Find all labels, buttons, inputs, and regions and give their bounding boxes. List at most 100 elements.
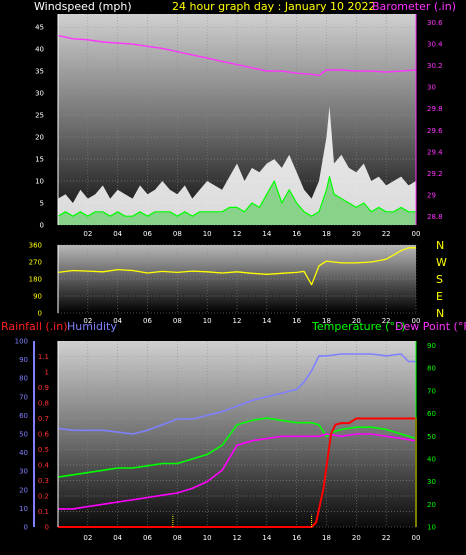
x-tick-label: 06 bbox=[143, 534, 152, 542]
rain-tick-label: 0.2 bbox=[38, 493, 49, 501]
temperature-tick-label: 80 bbox=[427, 365, 436, 373]
direction-tick-label: 360 bbox=[29, 242, 42, 250]
x-tick-label: 06 bbox=[143, 230, 152, 238]
humidity-tick-label: 100 bbox=[15, 338, 28, 346]
barometer-tick-label: 30.2 bbox=[427, 62, 443, 70]
x-tick-label: 16 bbox=[292, 317, 301, 325]
direction-line bbox=[57, 247, 416, 286]
direction-tick-label: 270 bbox=[29, 259, 42, 267]
wind-tick-label: 0 bbox=[40, 222, 44, 230]
humidity-tick-label: 20 bbox=[19, 486, 28, 494]
wind-tick-label: 35 bbox=[35, 68, 44, 76]
rain-tick-label: 1 bbox=[45, 369, 49, 377]
x-tick-label: 12 bbox=[233, 534, 242, 542]
humidity-line bbox=[57, 353, 416, 435]
wind-average-area bbox=[58, 176, 416, 225]
dewpoint-line bbox=[58, 433, 417, 510]
wind-tick-label: 20 bbox=[35, 134, 44, 142]
humidity-tick-label: 80 bbox=[19, 375, 28, 383]
rainfall-line bbox=[58, 417, 417, 528]
direction-tick-label: 90 bbox=[33, 293, 42, 301]
rain-tick-label: 0.7 bbox=[38, 415, 49, 423]
x-tick-label: 02 bbox=[83, 317, 92, 325]
rain-tick-label: 0.3 bbox=[38, 477, 49, 485]
rain-tick-label: 0.5 bbox=[38, 446, 49, 454]
x-tick-label: 00 bbox=[412, 230, 421, 238]
x-tick-label: 08 bbox=[173, 317, 182, 325]
compass-label: N bbox=[436, 307, 444, 320]
x-tick-label: 16 bbox=[292, 534, 301, 542]
direction-tick-label: 0 bbox=[38, 310, 42, 318]
wind-tick-label: 5 bbox=[40, 200, 44, 208]
barometer-tick-label: 30.6 bbox=[427, 19, 443, 27]
x-tick-label: 02 bbox=[83, 534, 92, 542]
x-tick-label: 14 bbox=[262, 534, 271, 542]
barometer-tick-label: 29 bbox=[427, 191, 436, 199]
temperature-tick-label: 40 bbox=[427, 455, 436, 463]
wind-average-line bbox=[57, 176, 416, 217]
temperature-tick-label: 60 bbox=[427, 410, 436, 418]
x-tick-label: 18 bbox=[322, 230, 331, 238]
rain-axis-title: Rainfall (.in) bbox=[1, 320, 68, 333]
humidity-tick-label: 0 bbox=[24, 524, 28, 532]
x-tick-label: 04 bbox=[113, 317, 122, 325]
humidity-tick-label: 50 bbox=[19, 431, 28, 439]
barometer-axis-title: Barometer (.in) bbox=[372, 0, 456, 13]
barometer-tick-label: 28.8 bbox=[427, 213, 443, 221]
x-tick-label: 06 bbox=[143, 317, 152, 325]
x-tick-label: 14 bbox=[262, 230, 271, 238]
rain-tick-label: 1.1 bbox=[38, 353, 49, 361]
wind-tick-label: 30 bbox=[35, 90, 44, 98]
x-tick-label: 14 bbox=[262, 317, 271, 325]
x-tick-label: 22 bbox=[382, 534, 391, 542]
x-tick-label: 08 bbox=[173, 534, 182, 542]
temperature-tick-label: 10 bbox=[427, 524, 436, 532]
wind-tick-label: 40 bbox=[35, 46, 44, 54]
humidity-tick-label: 90 bbox=[19, 356, 28, 364]
humidity-tick-label: 60 bbox=[19, 412, 28, 420]
barometer-tick-label: 29.8 bbox=[427, 105, 443, 113]
humidity-tick-label: 40 bbox=[19, 449, 28, 457]
x-tick-label: 20 bbox=[352, 317, 361, 325]
x-tick-label: 16 bbox=[292, 230, 301, 238]
x-tick-label: 22 bbox=[382, 317, 391, 325]
wind-tick-label: 10 bbox=[35, 178, 44, 186]
barometer-tick-label: 30.4 bbox=[427, 41, 443, 49]
temperature-axis-title: Temperature (°F) bbox=[311, 320, 406, 333]
x-tick-label: 04 bbox=[113, 534, 122, 542]
humidity-tick-label: 70 bbox=[19, 393, 28, 401]
x-tick-label: 18 bbox=[322, 317, 331, 325]
wind-tick-label: 45 bbox=[35, 24, 44, 32]
wind-tick-label: 25 bbox=[35, 112, 44, 120]
humidity-axis-title: Humidity bbox=[67, 320, 117, 333]
x-tick-label: 10 bbox=[203, 230, 212, 238]
direction-tick-label: 180 bbox=[29, 276, 42, 284]
x-tick-label: 12 bbox=[233, 230, 242, 238]
barometer-line bbox=[57, 34, 417, 77]
rain-tick-label: 0.6 bbox=[38, 431, 50, 439]
x-tick-label: 22 bbox=[382, 230, 391, 238]
wind-axis-title: Windspeed (mph) bbox=[34, 0, 132, 13]
temperature-tick-label: 90 bbox=[427, 342, 436, 350]
x-tick-label: 20 bbox=[352, 534, 361, 542]
chart-title: 24 hour graph day : January 10 2022 bbox=[172, 0, 376, 13]
compass-label: S bbox=[436, 273, 443, 286]
temperature-tick-label: 30 bbox=[427, 478, 436, 486]
x-tick-label: 10 bbox=[203, 317, 212, 325]
compass-label: N bbox=[436, 239, 444, 252]
compass-label: W bbox=[436, 256, 447, 269]
barometer-tick-label: 29.4 bbox=[427, 148, 443, 156]
barometer-tick-label: 30 bbox=[427, 84, 436, 92]
temperature-tick-label: 50 bbox=[427, 433, 436, 441]
rain-tick-label: 0 bbox=[45, 524, 49, 532]
temperature-tick-label: 70 bbox=[427, 387, 436, 395]
compass-label: E bbox=[436, 290, 443, 303]
dewpoint-axis-title: Dew Point (°F) bbox=[395, 320, 466, 333]
barometer-tick-label: 29.2 bbox=[427, 170, 443, 178]
x-tick-label: 18 bbox=[322, 534, 331, 542]
x-tick-label: 20 bbox=[352, 230, 361, 238]
barometer-tick-label: 29.6 bbox=[427, 127, 443, 135]
x-tick-label: 04 bbox=[113, 230, 122, 238]
rain-tick-label: 0.4 bbox=[38, 462, 50, 470]
